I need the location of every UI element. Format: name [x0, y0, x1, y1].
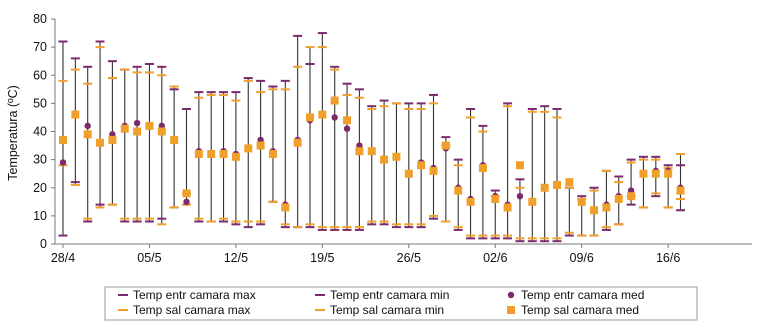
entr-med-point [343, 125, 351, 132]
sal-med-point [491, 195, 500, 203]
sal-med-point [466, 197, 475, 206]
sal-med-point [404, 169, 413, 178]
sal-med-point [133, 127, 142, 136]
sal-med-point [207, 150, 216, 158]
sal-med-point [614, 195, 623, 203]
sal-med-point [71, 110, 80, 119]
legend-label: Temp sal camara med [521, 303, 639, 317]
legend: Temp entr camara max Temp entr camara min… [104, 286, 698, 321]
y-tick-label: 70 [33, 40, 47, 54]
y-tick-label: 10 [33, 209, 47, 223]
entr-med-point [516, 192, 524, 200]
plot-area [58, 32, 685, 243]
axes-group: 0 10 20 30 40 50 60 70 80 28/4 05/5 12/5 19/5 26/5 02/… [33, 12, 752, 265]
sal-med-point [676, 186, 685, 195]
sal-med-point [330, 96, 339, 105]
legend-label: Temp entr camara min [330, 288, 449, 302]
sal-med-point [367, 147, 376, 156]
sal-med-point [145, 121, 154, 130]
x-tick-label: 05/5 [137, 251, 161, 265]
sal-med-point [429, 166, 438, 175]
x-tick-label: 09/6 [570, 251, 594, 265]
sal-med-point [602, 203, 611, 212]
legend-marker-sal-med [507, 306, 515, 314]
sal-med-point [83, 130, 92, 139]
x-tick-label: 12/5 [224, 251, 248, 265]
sal-med-point [627, 192, 636, 201]
x-tick-label: 16/6 [656, 251, 680, 265]
x-tick-label: 02/6 [483, 251, 507, 265]
sal-med-point [454, 186, 463, 195]
sal-med-point [577, 197, 586, 206]
legend-box [104, 286, 698, 321]
entr-med-point [183, 198, 190, 206]
sal-med-point [355, 147, 364, 156]
sal-med-point [306, 113, 314, 122]
sal-med-point [268, 150, 277, 158]
entr-med-point [133, 119, 141, 127]
sal-med-point [244, 144, 253, 153]
entr-med-point [257, 136, 264, 144]
sal-med-point [503, 203, 512, 212]
sal-med-point [194, 150, 203, 158]
sal-med-point [441, 141, 450, 150]
y-tick-label: 50 [33, 96, 47, 110]
sal-med-point [120, 124, 129, 133]
y-tick-label: 20 [33, 181, 47, 195]
y-tick-label: 60 [33, 68, 47, 82]
sal-med-point [256, 141, 265, 150]
sal-med-point [170, 135, 179, 144]
sal-med-point [392, 152, 401, 161]
sal-med-point [343, 116, 352, 125]
sal-med-point [108, 135, 117, 144]
sal-med-point [528, 197, 537, 206]
y-tick-label: 80 [33, 12, 47, 26]
sal-med-point [417, 161, 426, 170]
entr-med-point [109, 131, 116, 138]
legend-marker-entr-med [507, 291, 515, 299]
entr-med-point [331, 114, 338, 121]
sal-med-point [651, 169, 660, 178]
sal-med-point [565, 178, 574, 187]
sal-med-point [157, 127, 166, 136]
sal-med-point [182, 189, 191, 198]
sal-med-point [231, 152, 240, 161]
legend-label: Temp sal camara min [330, 303, 444, 317]
sal-med-point [590, 206, 599, 215]
sal-med-point [281, 203, 290, 212]
x-tick-label: 28/4 [51, 251, 75, 265]
entr-med-point [84, 122, 91, 130]
sal-med-point [540, 183, 549, 192]
sal-med-point [219, 150, 228, 158]
entr-med-point [158, 122, 165, 130]
y-tick-label: 40 [33, 125, 47, 139]
sal-med-point [293, 138, 302, 147]
sal-med-point [59, 135, 67, 144]
sal-med-point [380, 155, 389, 164]
sal-med-point [515, 161, 524, 170]
entr-med-point [356, 142, 363, 149]
entr-med-point [59, 159, 67, 166]
legend-label: Temp sal camara max [133, 303, 250, 317]
entr-med-point [627, 187, 635, 194]
sal-med-point [478, 164, 487, 173]
x-tick-label: 26/5 [397, 251, 421, 265]
sal-med-point [318, 110, 327, 119]
sal-med-point [639, 169, 648, 178]
sal-med-point [664, 169, 673, 178]
y-tick-label: 0 [40, 237, 47, 251]
y-tick-label: 30 [33, 153, 47, 167]
sal-med-point [96, 138, 105, 147]
legend-label: Temp entr camara max [133, 288, 256, 302]
sal-med-point [553, 180, 561, 189]
legend-label: Temp entr camara med [521, 288, 644, 302]
y-axis-title: Temperatura (ºC) [6, 85, 20, 181]
x-tick-label: 19/5 [310, 251, 334, 265]
